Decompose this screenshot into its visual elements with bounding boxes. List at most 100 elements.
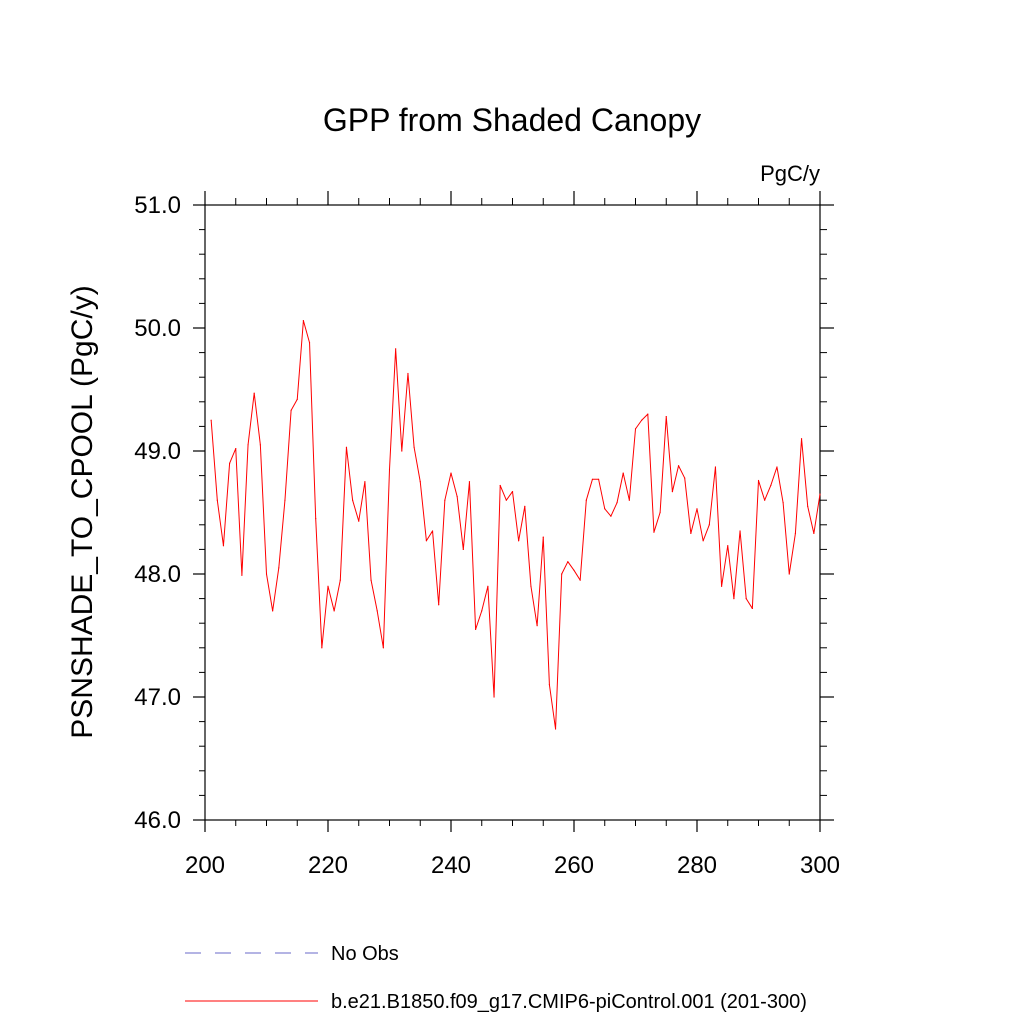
data-point xyxy=(794,532,797,535)
data-point xyxy=(721,585,723,587)
data-point xyxy=(308,342,311,344)
data-point xyxy=(727,545,729,547)
data-point xyxy=(481,610,483,612)
data-point xyxy=(364,481,366,483)
data-point xyxy=(548,684,551,686)
data-point xyxy=(333,610,335,612)
data-point xyxy=(462,548,464,551)
data-point xyxy=(573,569,575,571)
data-point xyxy=(561,573,563,575)
data-point xyxy=(407,372,409,375)
data-point xyxy=(253,392,255,394)
data-point xyxy=(438,604,440,606)
data-point xyxy=(690,532,692,535)
data-point xyxy=(610,515,612,517)
data-point xyxy=(278,567,280,569)
data-point xyxy=(807,505,809,507)
y-tick-label: 48.0 xyxy=(134,561,181,588)
data-point xyxy=(757,479,760,482)
data-point xyxy=(456,495,458,498)
data-point xyxy=(813,532,815,535)
data-point xyxy=(259,444,261,446)
data-point xyxy=(327,585,329,587)
data-point xyxy=(431,530,434,532)
y-tick-label: 49.0 xyxy=(134,438,181,465)
data-point xyxy=(702,540,704,542)
plot-frame xyxy=(204,204,821,821)
data-point xyxy=(634,428,637,430)
data-point xyxy=(450,472,452,474)
data-point xyxy=(708,524,710,526)
data-point xyxy=(339,579,341,581)
data-point xyxy=(782,502,784,504)
x-tick-label: 280 xyxy=(677,852,717,879)
data-point xyxy=(290,409,292,412)
data-point xyxy=(444,499,446,501)
data-point xyxy=(370,579,372,581)
data-point xyxy=(788,573,790,575)
data-point xyxy=(382,647,384,649)
data-point xyxy=(604,508,606,510)
data-point xyxy=(468,481,471,483)
data-point xyxy=(321,647,323,649)
axis-ticks xyxy=(193,191,834,832)
chart-title: GPP from Shaded Canopy xyxy=(323,102,701,138)
data-point xyxy=(511,490,514,493)
data-point xyxy=(229,462,231,464)
data-point xyxy=(659,511,661,514)
data-point xyxy=(395,348,397,350)
data-point xyxy=(487,585,489,587)
legend-label-model-run: b.e21.B1850.f09_g17.CMIP6-piControl.001 … xyxy=(331,991,807,1013)
data-point xyxy=(235,447,237,450)
series-layer xyxy=(210,320,821,730)
data-point xyxy=(739,530,741,532)
data-point xyxy=(352,499,354,501)
data-point xyxy=(714,466,717,468)
data-point xyxy=(345,446,348,448)
data-point xyxy=(358,520,360,522)
data-point xyxy=(819,493,821,495)
data-point xyxy=(401,450,403,452)
data-point xyxy=(216,499,218,501)
axis-tick-labels: 200 220 240 260 280 300 46.0 47.0 48.0 49.0 50.0 51… xyxy=(134,192,840,879)
data-point xyxy=(518,540,520,542)
data-point xyxy=(579,579,581,581)
data-point xyxy=(499,484,501,487)
data-point xyxy=(628,499,630,501)
legend-label-no-obs: No Obs xyxy=(331,943,399,965)
data-point xyxy=(265,573,268,575)
units-label: PgC/y xyxy=(760,161,820,186)
x-tick-label: 240 xyxy=(431,852,471,879)
x-tick-label: 200 xyxy=(185,852,225,879)
data-point xyxy=(677,465,680,467)
data-point xyxy=(616,502,618,504)
x-tick-label: 260 xyxy=(554,852,594,879)
y-tick-label: 46.0 xyxy=(134,807,181,834)
data-point xyxy=(425,540,427,542)
data-point xyxy=(653,531,655,533)
data-point xyxy=(800,438,803,440)
data-point xyxy=(376,610,378,612)
data-series-line xyxy=(210,320,821,730)
data-point xyxy=(536,625,538,627)
data-point xyxy=(585,499,587,501)
data-point xyxy=(764,499,766,501)
data-point xyxy=(222,545,225,547)
data-point xyxy=(745,598,747,600)
data-point xyxy=(388,468,391,471)
data-point xyxy=(641,419,643,421)
data-point xyxy=(554,728,557,730)
y-tick-label: 51.0 xyxy=(134,192,181,219)
data-point xyxy=(684,477,686,479)
plot-area xyxy=(204,204,821,821)
data-point xyxy=(598,478,600,480)
data-point xyxy=(770,484,772,487)
data-point xyxy=(284,499,286,501)
data-point xyxy=(696,508,698,510)
data-point xyxy=(665,415,667,418)
data-point xyxy=(671,490,674,493)
data-point xyxy=(247,444,249,446)
data-point xyxy=(524,505,526,507)
data-point xyxy=(622,472,624,474)
